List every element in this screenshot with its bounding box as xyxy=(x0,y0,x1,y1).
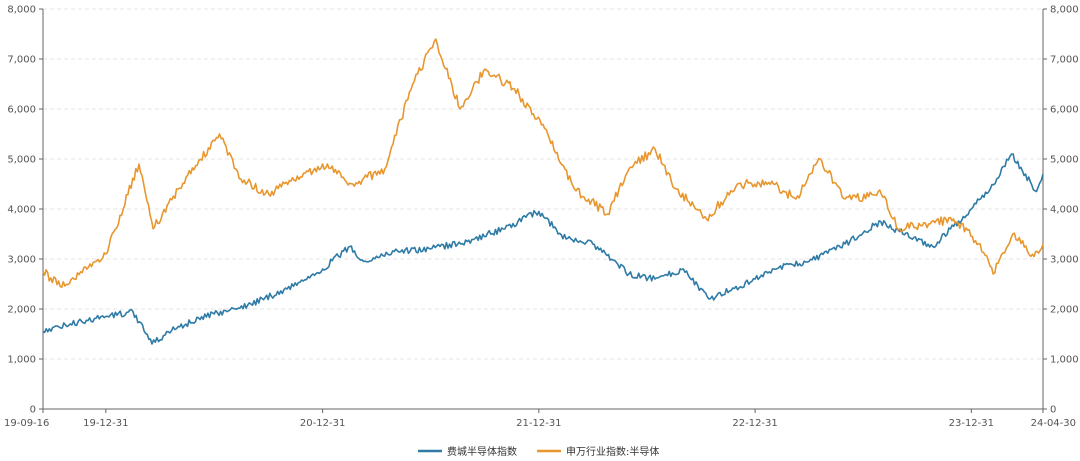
right-y-tick-label: 3,000 xyxy=(1050,255,1079,266)
x-tick-label: 21-12-31 xyxy=(516,418,561,429)
left-y-tick-label: 1,000 xyxy=(7,355,36,366)
x-tick-label: 23-12-31 xyxy=(949,418,994,429)
left-y-tick-label: 7,000 xyxy=(7,55,36,66)
right-y-tick-label: 6,000 xyxy=(1050,105,1079,116)
x-axis: 19-09-16 19-12-31 20-12-31 21-12-31 22-12-31… xyxy=(4,408,1076,429)
x-tick-label: 19-12-31 xyxy=(83,418,128,429)
right-y-tick-label: 4,000 xyxy=(1050,205,1079,216)
x-tick-label: 20-12-31 xyxy=(300,418,345,429)
left-y-axis: 0 1,000 2,000 3,000 4,000 5,000 6,000 7,000 8,00… xyxy=(7,5,44,416)
left-y-tick-label: 5,000 xyxy=(7,155,36,166)
right-y-tick-label: 2,000 xyxy=(1050,305,1079,316)
series-line-2 xyxy=(42,38,1044,288)
series-lines xyxy=(42,38,1044,345)
left-y-tick-label: 6,000 xyxy=(7,105,36,116)
left-y-tick-label: 2,000 xyxy=(7,305,36,316)
right-y-axis: 0 1,000 2,000 3,000 4,000 5,000 6,000 7,000 8,00… xyxy=(1042,5,1079,416)
x-tick-label: 24-04-30 xyxy=(1031,418,1076,429)
right-y-tick-label: 7,000 xyxy=(1050,55,1079,66)
left-y-tick-label: 3,000 xyxy=(7,255,36,266)
right-y-tick-label: 8,000 xyxy=(1050,5,1079,16)
right-y-tick-label: 1,000 xyxy=(1050,355,1079,366)
right-y-tick-label: 0 xyxy=(1050,405,1056,416)
left-y-tick-label: 8,000 xyxy=(7,5,36,16)
legend-label-1: 费城半导体指数 xyxy=(447,445,517,458)
series-line-1 xyxy=(42,153,1044,345)
left-y-tick-label: 4,000 xyxy=(7,205,36,216)
legend: 费城半导体指数 申万行业指数:半导体 xyxy=(418,445,659,458)
x-tick-label: 19-09-16 xyxy=(4,418,49,429)
legend-label-2: 申万行业指数:半导体 xyxy=(566,445,659,458)
gridlines xyxy=(43,8,1043,360)
x-tick-label: 22-12-31 xyxy=(732,418,777,429)
left-y-tick-label: 0 xyxy=(30,405,36,416)
right-y-tick-label: 5,000 xyxy=(1050,155,1079,166)
